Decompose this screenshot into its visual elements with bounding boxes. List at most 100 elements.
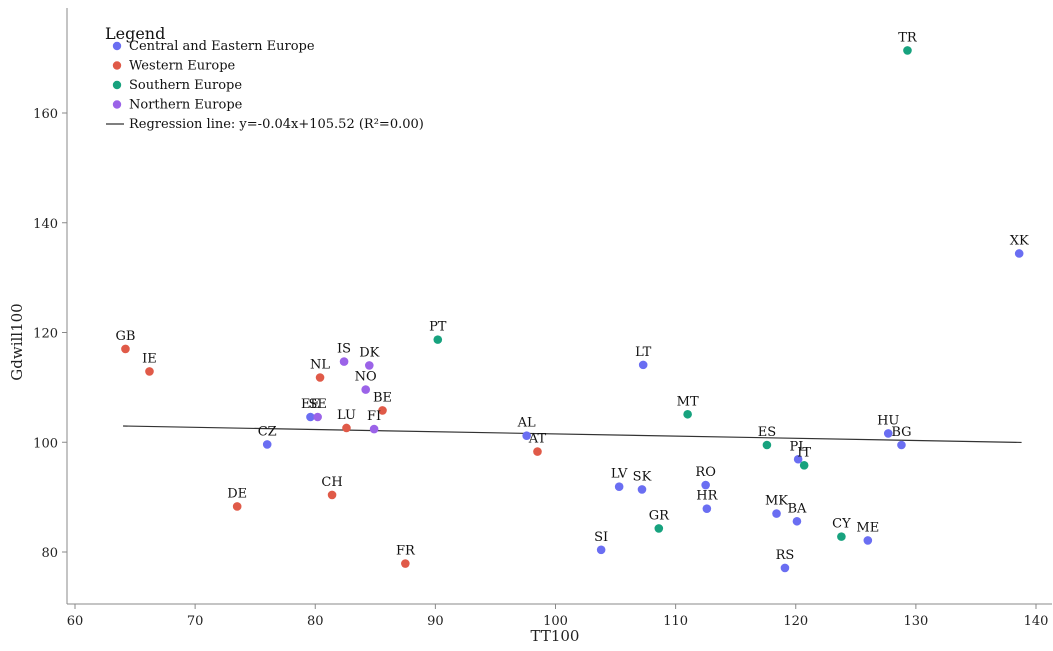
x-tick-label: 130 bbox=[903, 614, 928, 629]
regression-line bbox=[123, 425, 1022, 444]
legend-entry-regression: Regression line: y=-0.04x+105.52 (R²=0.0… bbox=[129, 117, 424, 132]
point-si bbox=[596, 545, 606, 555]
point-at bbox=[533, 447, 542, 456]
point-es bbox=[762, 440, 772, 450]
point-rs bbox=[780, 563, 790, 573]
point-label-ie: IE bbox=[142, 351, 157, 366]
point-xk bbox=[1014, 249, 1024, 258]
point-label-fr: FR bbox=[396, 544, 416, 559]
point-label-gb: GB bbox=[115, 329, 135, 344]
x-tick-label: 70 bbox=[187, 614, 204, 629]
point-mk bbox=[772, 509, 781, 518]
point-label-tr: TR bbox=[898, 30, 918, 45]
x-tick-label: 110 bbox=[663, 614, 688, 629]
legend-marker bbox=[112, 61, 122, 70]
point-pl bbox=[793, 454, 803, 464]
legend-title: Legend bbox=[105, 24, 165, 43]
point-label-pl: PL bbox=[789, 439, 807, 454]
point-label-no: NO bbox=[355, 370, 377, 385]
y-tick-label: 160 bbox=[33, 107, 58, 122]
point-label-me: ME bbox=[856, 520, 879, 535]
point-label-gr: GR bbox=[649, 508, 670, 523]
point-hr bbox=[702, 504, 712, 513]
point-label-se: SE bbox=[308, 397, 326, 412]
legend-marker bbox=[112, 41, 122, 51]
point-label-si: SI bbox=[594, 530, 608, 545]
point-no bbox=[361, 385, 371, 394]
point-label-cz: CZ bbox=[258, 424, 277, 439]
point-label-sk: SK bbox=[633, 469, 652, 484]
point-al bbox=[522, 431, 531, 440]
legend-entry: Northern Europe bbox=[129, 98, 243, 113]
point-is bbox=[339, 357, 349, 366]
point-label-xk: XK bbox=[1010, 233, 1029, 248]
point-nl bbox=[315, 373, 325, 382]
point-ch bbox=[327, 490, 337, 500]
point-gr bbox=[654, 524, 664, 533]
y-tick-label: 120 bbox=[33, 327, 58, 342]
point-tr bbox=[903, 46, 912, 55]
point-lu bbox=[342, 423, 351, 433]
point-label-lv: LV bbox=[611, 467, 628, 482]
point-se bbox=[313, 412, 322, 422]
point-label-fi: FI bbox=[367, 409, 381, 424]
point-label-at: AT bbox=[528, 432, 547, 447]
point-gb bbox=[121, 344, 130, 354]
legend-marker bbox=[112, 80, 122, 90]
points-layer bbox=[121, 46, 1024, 573]
legend-entry: Central and Eastern Europe bbox=[129, 39, 315, 54]
point-fr bbox=[401, 559, 410, 568]
ticks: 60 70 80 90 100 110 120 130 140 80 100 120 140 160 bbox=[33, 107, 1048, 629]
point-label-dk: DK bbox=[359, 345, 379, 360]
point-label-mt: MT bbox=[677, 394, 699, 409]
point-me bbox=[863, 536, 873, 545]
point-label-ba: BA bbox=[787, 501, 807, 516]
point-label-pt: PT bbox=[429, 320, 447, 335]
point-label-al: AL bbox=[517, 416, 536, 431]
point-label-ch: CH bbox=[321, 475, 342, 490]
point-label-de: DE bbox=[227, 486, 247, 501]
point-lt bbox=[638, 360, 648, 370]
point-ie bbox=[145, 367, 154, 376]
y-tick-label: 80 bbox=[41, 546, 58, 561]
axes: TT100 Gdwill100 bbox=[8, 8, 1052, 645]
point-label-be: BE bbox=[373, 390, 392, 405]
point-be bbox=[378, 406, 387, 415]
x-axis-title: TT100 bbox=[531, 627, 580, 645]
x-tick-label: 120 bbox=[783, 614, 808, 629]
point-label-rs: RS bbox=[776, 548, 795, 563]
point-lv bbox=[614, 482, 624, 491]
point-ba bbox=[792, 516, 802, 526]
point-label-cy: CY bbox=[832, 517, 851, 532]
point-it bbox=[799, 460, 809, 470]
point-ee bbox=[306, 412, 315, 422]
point-label-is: IS bbox=[337, 342, 351, 357]
point-label-es: ES bbox=[758, 425, 776, 440]
y-axis-title: Gdwill100 bbox=[8, 303, 26, 380]
point-cz bbox=[262, 440, 272, 449]
point-label-nl: NL bbox=[310, 357, 330, 372]
point-pt bbox=[433, 335, 443, 344]
x-tick-label: 80 bbox=[307, 614, 324, 629]
legend-entry: Western Europe bbox=[129, 59, 236, 74]
point-dk bbox=[365, 361, 374, 370]
point-de bbox=[232, 502, 242, 511]
legend-entry: Southern Europe bbox=[129, 78, 242, 93]
point-fi bbox=[369, 424, 379, 434]
point-mt bbox=[683, 409, 692, 419]
legend: Legend Central and Eastern Europe Western… bbox=[105, 24, 424, 132]
point-label-ro: RO bbox=[695, 465, 715, 480]
x-tick-label: 100 bbox=[543, 614, 568, 629]
x-tick-label: 140 bbox=[1024, 614, 1049, 629]
legend-marker bbox=[112, 100, 122, 109]
point-label-lt: LT bbox=[635, 345, 652, 360]
point-ro bbox=[701, 480, 710, 490]
point-bg bbox=[897, 440, 906, 450]
regression-layer bbox=[123, 425, 1022, 444]
point-label-bg: BG bbox=[891, 425, 911, 440]
point-cy bbox=[837, 532, 846, 541]
point-label-it: IT bbox=[797, 445, 811, 460]
